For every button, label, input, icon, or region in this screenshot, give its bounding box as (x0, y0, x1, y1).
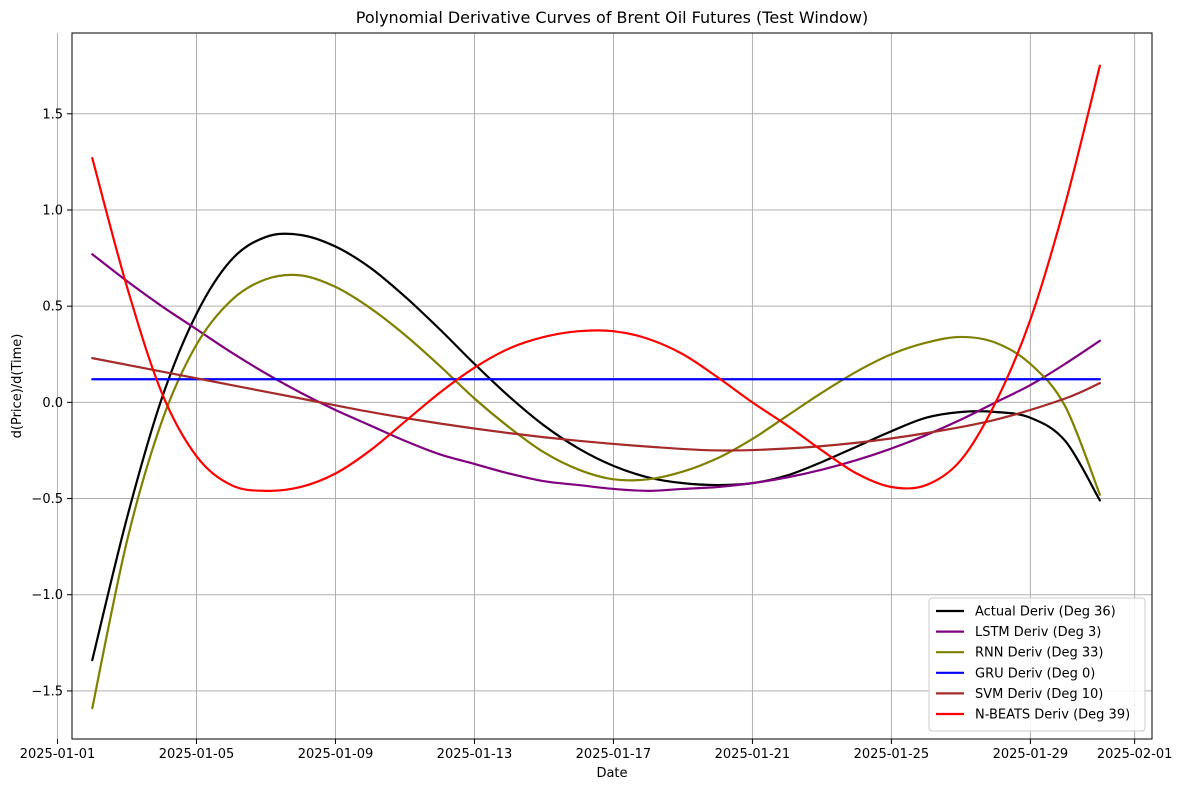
y-tick-label: 0.5 (42, 300, 63, 315)
legend-label: N-BEATS Deriv (Deg 39) (975, 708, 1130, 723)
legend-label: SVM Deriv (Deg 10) (975, 687, 1103, 702)
ticks: 2025-01-01 2025-01-05 2025-01-09 2025-01-13… (20, 107, 1173, 762)
x-axis-label: Date (596, 766, 627, 781)
x-tick-label: 2025-01-21 (715, 747, 791, 762)
x-tick-label: 2025-02-01 (1097, 747, 1173, 762)
chart-title: Polynomial Derivative Curves of Brent Oi… (356, 8, 868, 27)
y-tick-label: 1.5 (42, 107, 63, 122)
y-tick-label: −1.0 (31, 588, 63, 603)
x-tick-label: 2025-01-29 (993, 747, 1069, 762)
series-layer (91, 64, 1101, 710)
y-tick-label: 0.0 (42, 396, 63, 411)
x-tick-label: 2025-01-25 (854, 747, 930, 762)
y-tick-label: −0.5 (31, 492, 63, 507)
series-line-svm-deriv-deg-10 (91, 357, 1101, 452)
legend-label: GRU Deriv (Deg 0) (975, 666, 1095, 681)
y-axis-label: d(Price)/d(Time) (10, 334, 25, 439)
series-line-n-beats-deriv-deg-39 (91, 64, 1101, 492)
legend: Actual Deriv (Deg 36) LSTM Deriv (Deg 3) R… (928, 597, 1146, 732)
series-line-rnn-deriv-deg-33 (91, 273, 1101, 710)
x-tick-label: 2025-01-09 (298, 747, 374, 762)
grid (57, 33, 1152, 739)
legend-label: LSTM Deriv (Deg 3) (975, 625, 1101, 640)
x-tick-label: 2025-01-17 (576, 747, 652, 762)
plot-frame (71, 32, 1153, 740)
y-tick-label: −1.5 (31, 684, 63, 699)
legend-box (928, 597, 1146, 732)
series-line-actual-deriv-deg-36 (91, 232, 1101, 662)
x-tick-label: 2025-01-05 (159, 747, 235, 762)
x-tick-label: 2025-01-13 (437, 747, 513, 762)
x-tick-label: 2025-01-01 (20, 747, 96, 762)
series-line-lstm-deriv-deg-3 (91, 253, 1101, 492)
y-tick-label: 1.0 (42, 203, 63, 218)
legend-label: RNN Deriv (Deg 33) (975, 646, 1103, 661)
legend-label: Actual Deriv (Deg 36) (975, 605, 1116, 620)
